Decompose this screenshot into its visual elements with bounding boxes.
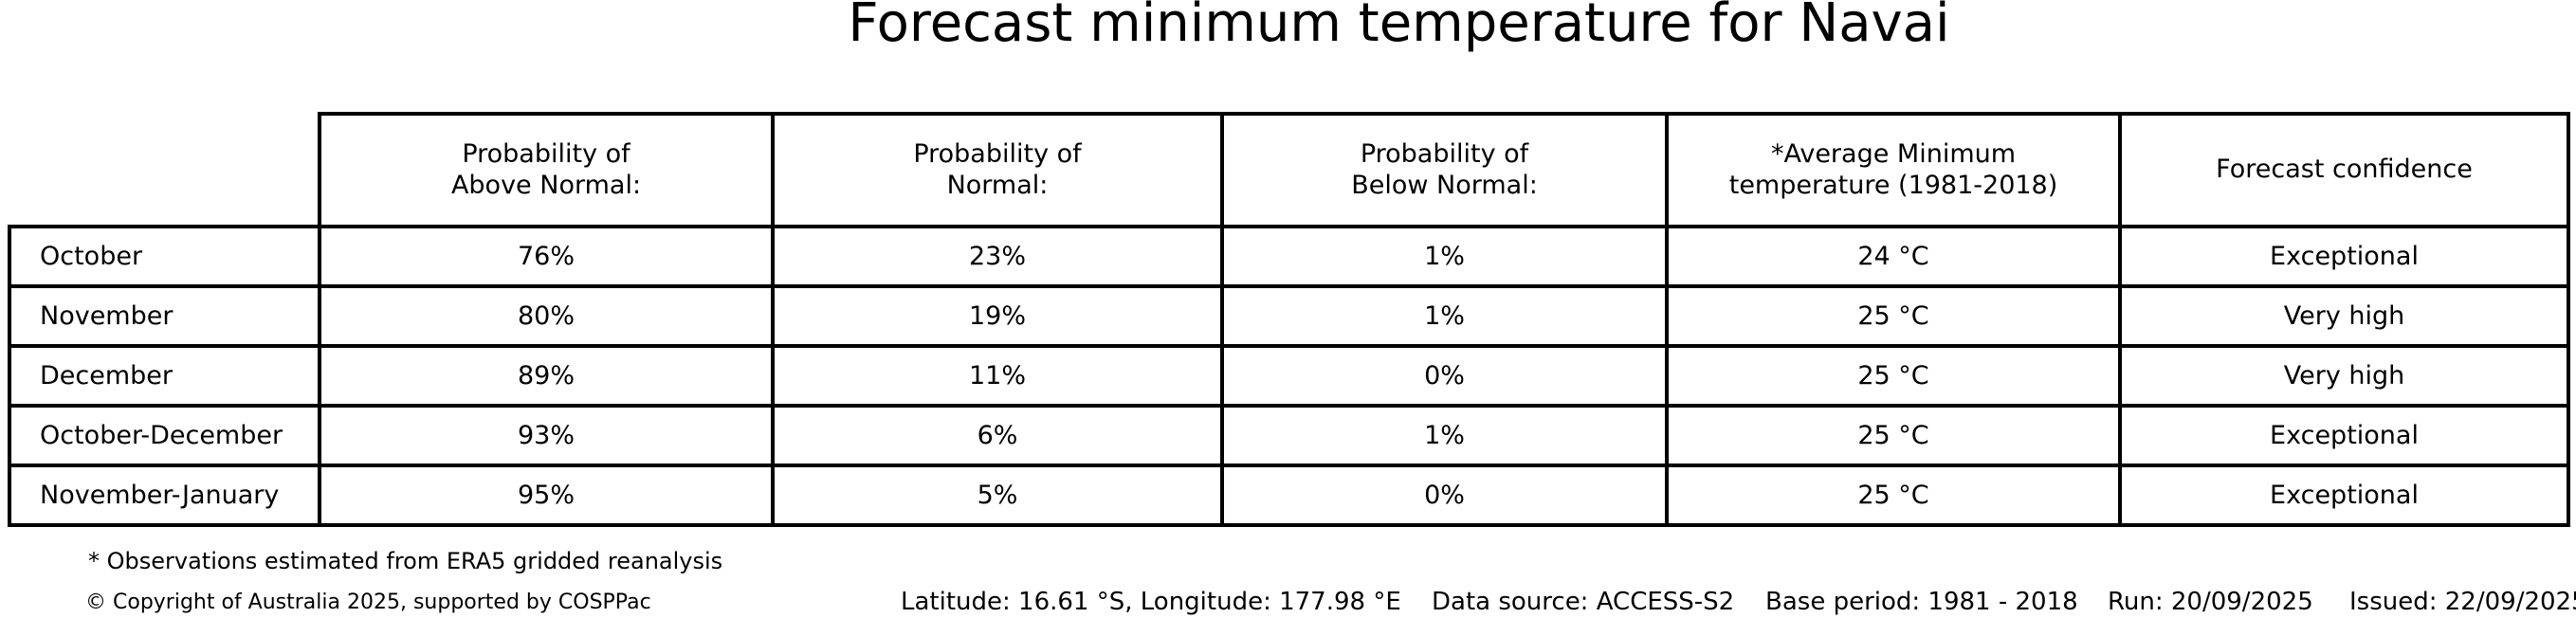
cell-below-normal: 1% <box>1220 404 1669 467</box>
cell-below-normal: 0% <box>1220 464 1669 527</box>
cell-normal: 11% <box>771 344 1224 408</box>
cell-below-normal: 0% <box>1220 344 1669 408</box>
row-label: November-January <box>8 464 321 527</box>
cell-below-normal: 1% <box>1220 225 1669 288</box>
cell-average-minimum: 25 °C <box>1665 404 2122 467</box>
run-date-text: Run: 20/09/2025 <box>2108 588 2313 616</box>
latitude-longitude-text: Latitude: 16.61 °S, Longitude: 177.98 °E <box>901 588 1401 616</box>
table-row: November 80% 19% 1% 25 °C Very high <box>8 284 2570 348</box>
cell-average-minimum: 25 °C <box>1665 464 2122 527</box>
cell-normal: 6% <box>771 404 1224 467</box>
table-footnote: * Observations estimated from ERA5 gridd… <box>88 548 723 574</box>
column-header-forecast-confidence: Forecast confidence <box>2118 112 2570 228</box>
cell-below-normal: 1% <box>1220 284 1669 348</box>
cell-confidence: Very high <box>2118 284 2570 348</box>
cell-average-minimum: 24 °C <box>1665 225 2122 288</box>
column-header-average-minimum: *Average Minimum temperature (1981-2018) <box>1665 112 2122 228</box>
cell-above-normal: 76% <box>318 225 775 288</box>
issued-date-text: Issued: 22/09/2025 <box>2349 588 2576 616</box>
column-header-below-normal: Probability of Below Normal: <box>1220 112 1669 228</box>
row-label: November <box>8 284 321 348</box>
cell-confidence: Exceptional <box>2118 404 2570 467</box>
cell-above-normal: 89% <box>318 344 775 408</box>
table-header-row: Probability of Above Normal: Probability… <box>9 112 2570 228</box>
forecast-table: Probability of Above Normal: Probability… <box>8 112 2570 527</box>
copyright-text: © Copyright of Australia 2025, supported… <box>85 591 651 614</box>
column-header-normal: Probability of Normal: <box>771 112 1224 228</box>
table-row: November-January 95% 5% 0% 25 °C Excepti… <box>8 464 2570 527</box>
table-row: December 89% 11% 0% 25 °C Very high <box>8 344 2570 408</box>
cell-confidence: Exceptional <box>2118 225 2570 288</box>
cell-above-normal: 95% <box>318 464 775 527</box>
row-label: December <box>8 344 321 408</box>
data-source-text: Data source: ACCESS-S2 <box>1432 588 1735 616</box>
cell-normal: 23% <box>771 225 1224 288</box>
row-label: October-December <box>8 404 321 467</box>
cell-average-minimum: 25 °C <box>1665 284 2122 348</box>
cell-above-normal: 93% <box>318 404 775 467</box>
table-row: October-December 93% 6% 1% 25 °C Excepti… <box>8 404 2570 467</box>
cell-confidence: Very high <box>2118 344 2570 408</box>
cell-average-minimum: 25 °C <box>1665 344 2122 408</box>
table-corner-cell <box>9 114 320 227</box>
cell-confidence: Exceptional <box>2118 464 2570 527</box>
cell-normal: 5% <box>771 464 1224 527</box>
base-period-text: Base period: 1981 - 2018 <box>1765 588 2078 616</box>
cell-normal: 19% <box>771 284 1224 348</box>
column-header-above-normal: Probability of Above Normal: <box>318 112 775 228</box>
cell-above-normal: 80% <box>318 284 775 348</box>
row-label: October <box>8 225 321 288</box>
page-title: Forecast minimum temperature for Navai <box>848 0 1950 54</box>
table-row: October 76% 23% 1% 24 °C Exceptional <box>8 225 2570 288</box>
